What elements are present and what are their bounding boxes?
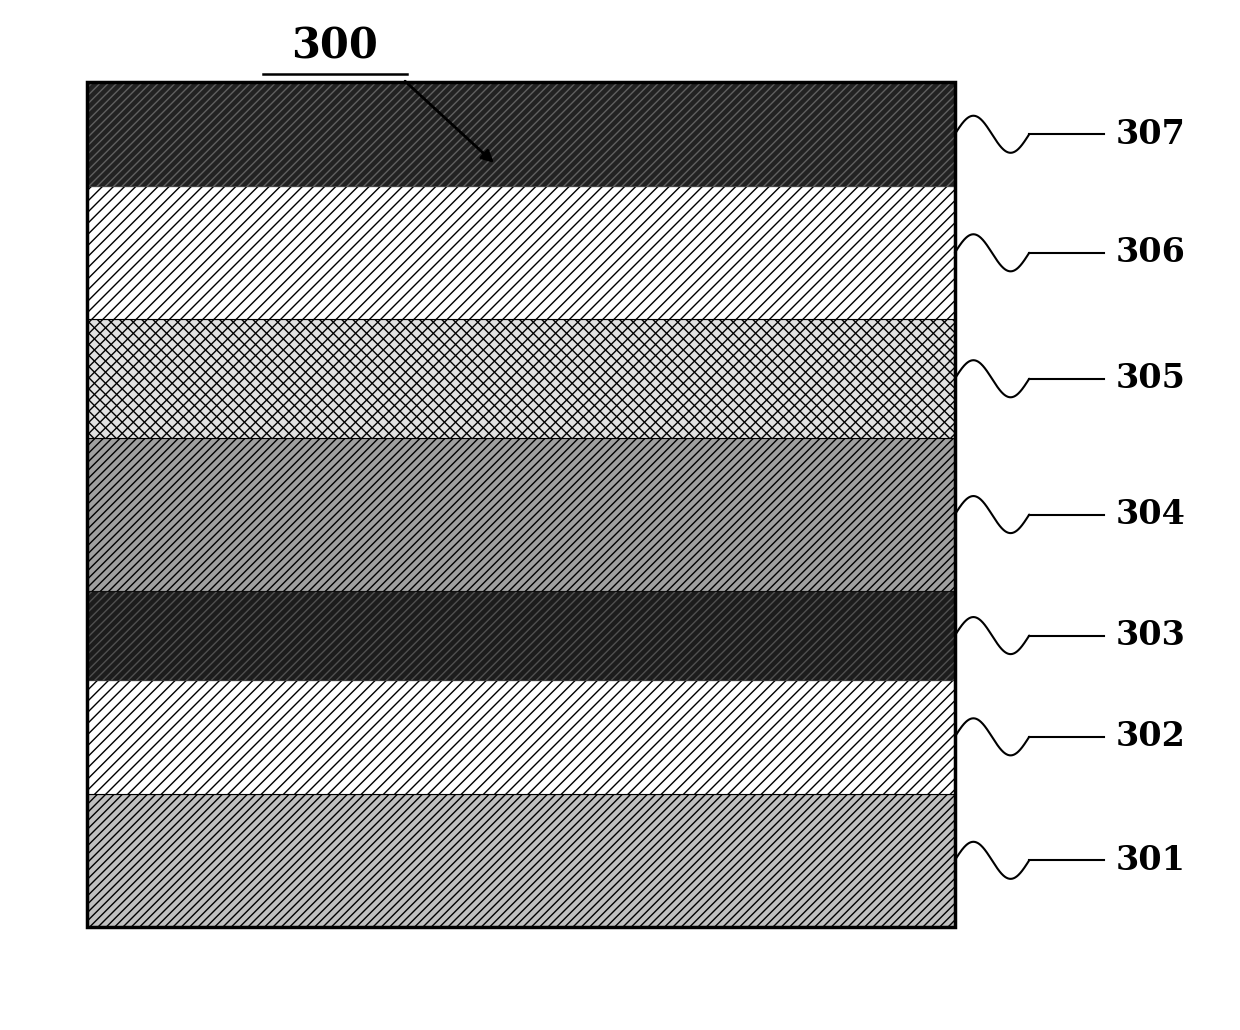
Bar: [87, 438, 955, 591]
Text: 300: 300: [291, 26, 378, 67]
Text: 307: 307: [1116, 117, 1185, 150]
Text: 303: 303: [1116, 619, 1185, 652]
Bar: [87, 82, 955, 186]
Bar: [87, 438, 955, 591]
Bar: [87, 319, 955, 438]
Bar: [87, 680, 955, 794]
Text: 305: 305: [1116, 363, 1185, 396]
Bar: [87, 591, 955, 680]
Text: 301: 301: [1116, 844, 1185, 877]
Bar: [87, 319, 955, 438]
Bar: [87, 82, 955, 927]
Bar: [87, 82, 955, 186]
Text: 306: 306: [1116, 236, 1185, 269]
Bar: [87, 186, 955, 319]
Text: 302: 302: [1116, 720, 1185, 753]
Bar: [87, 319, 955, 438]
Bar: [87, 794, 955, 927]
Bar: [87, 680, 955, 794]
Bar: [87, 186, 955, 319]
Bar: [87, 794, 955, 927]
Bar: [87, 591, 955, 680]
Text: 304: 304: [1116, 499, 1185, 531]
